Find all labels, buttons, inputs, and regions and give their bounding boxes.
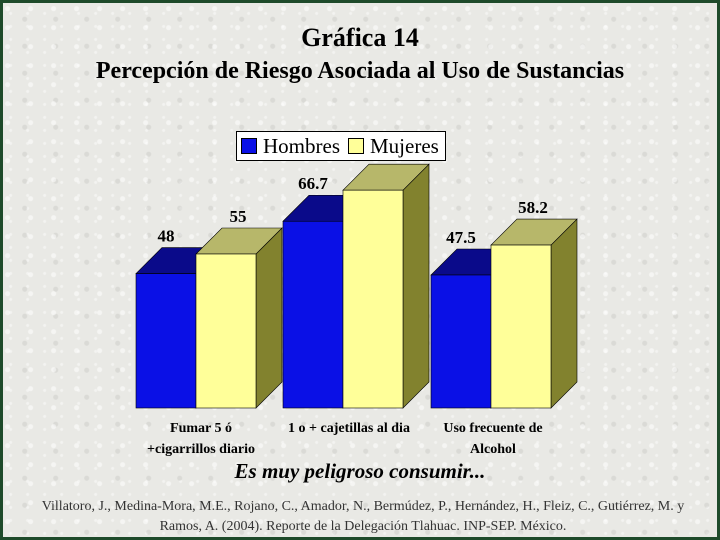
data-label-hombres: 48 — [158, 227, 175, 246]
bar-mujeres — [342, 163, 430, 409]
bar-side-mujeres — [402, 163, 430, 409]
data-label-hombres: 47.5 — [446, 228, 476, 247]
bar-front-hombres — [135, 273, 197, 409]
chart-title: Gráfica 14 — [301, 23, 419, 52]
legend-item-mujeres: Mujeres — [348, 134, 439, 159]
legend-swatch-hombres — [241, 138, 257, 154]
category-label-line: Fumar 5 ó — [170, 421, 232, 436]
data-label-mujeres: 55 — [230, 207, 247, 226]
category-label-line: Alcohol — [470, 442, 516, 457]
chart-subtitle: Percepción de Riesgo Asociada al Uso de … — [95, 58, 625, 84]
bar-mujeres — [195, 227, 283, 409]
data-label-hombres: 66.7 — [298, 174, 328, 193]
chart-legend: Hombres Mujeres — [236, 131, 446, 161]
bar-front-mujeres — [342, 189, 404, 409]
legend-item-hombres: Hombres — [241, 134, 340, 159]
chart-caption: Es muy peligroso consumir... — [234, 459, 486, 483]
bar-front-hombres — [430, 274, 492, 409]
category-label-line: 1 o + cajetillas al dia — [288, 421, 410, 436]
category-label-cajetillas: 1 o + cajetillas al dia — [269, 418, 429, 439]
category-label-alcohol: Uso frecuente de Alcohol — [418, 418, 568, 460]
bar-side-mujeres — [550, 218, 578, 409]
bar-front-hombres — [282, 220, 344, 409]
category-label-line: Uso frecuente de — [443, 421, 543, 436]
legend-swatch-mujeres — [348, 138, 364, 154]
category-label-line: +cigarrillos diario — [147, 442, 255, 457]
legend-label-mujeres: Mujeres — [370, 133, 439, 158]
slide: Gráfica 14 Percepción de Riesgo Asociada… — [3, 3, 717, 537]
bar-side-mujeres — [255, 227, 283, 409]
citation: Villatoro, J., Medina-Mora, M.E., Rojano… — [41, 499, 685, 534]
data-label-mujeres: 58.2 — [518, 198, 548, 217]
category-label-fumar: Fumar 5 ó +cigarrillos diario — [126, 418, 276, 460]
bar-front-mujeres — [195, 253, 257, 409]
legend-label-hombres: Hombres — [263, 133, 340, 158]
bar-front-mujeres — [490, 244, 552, 409]
bar-mujeres — [490, 218, 578, 409]
